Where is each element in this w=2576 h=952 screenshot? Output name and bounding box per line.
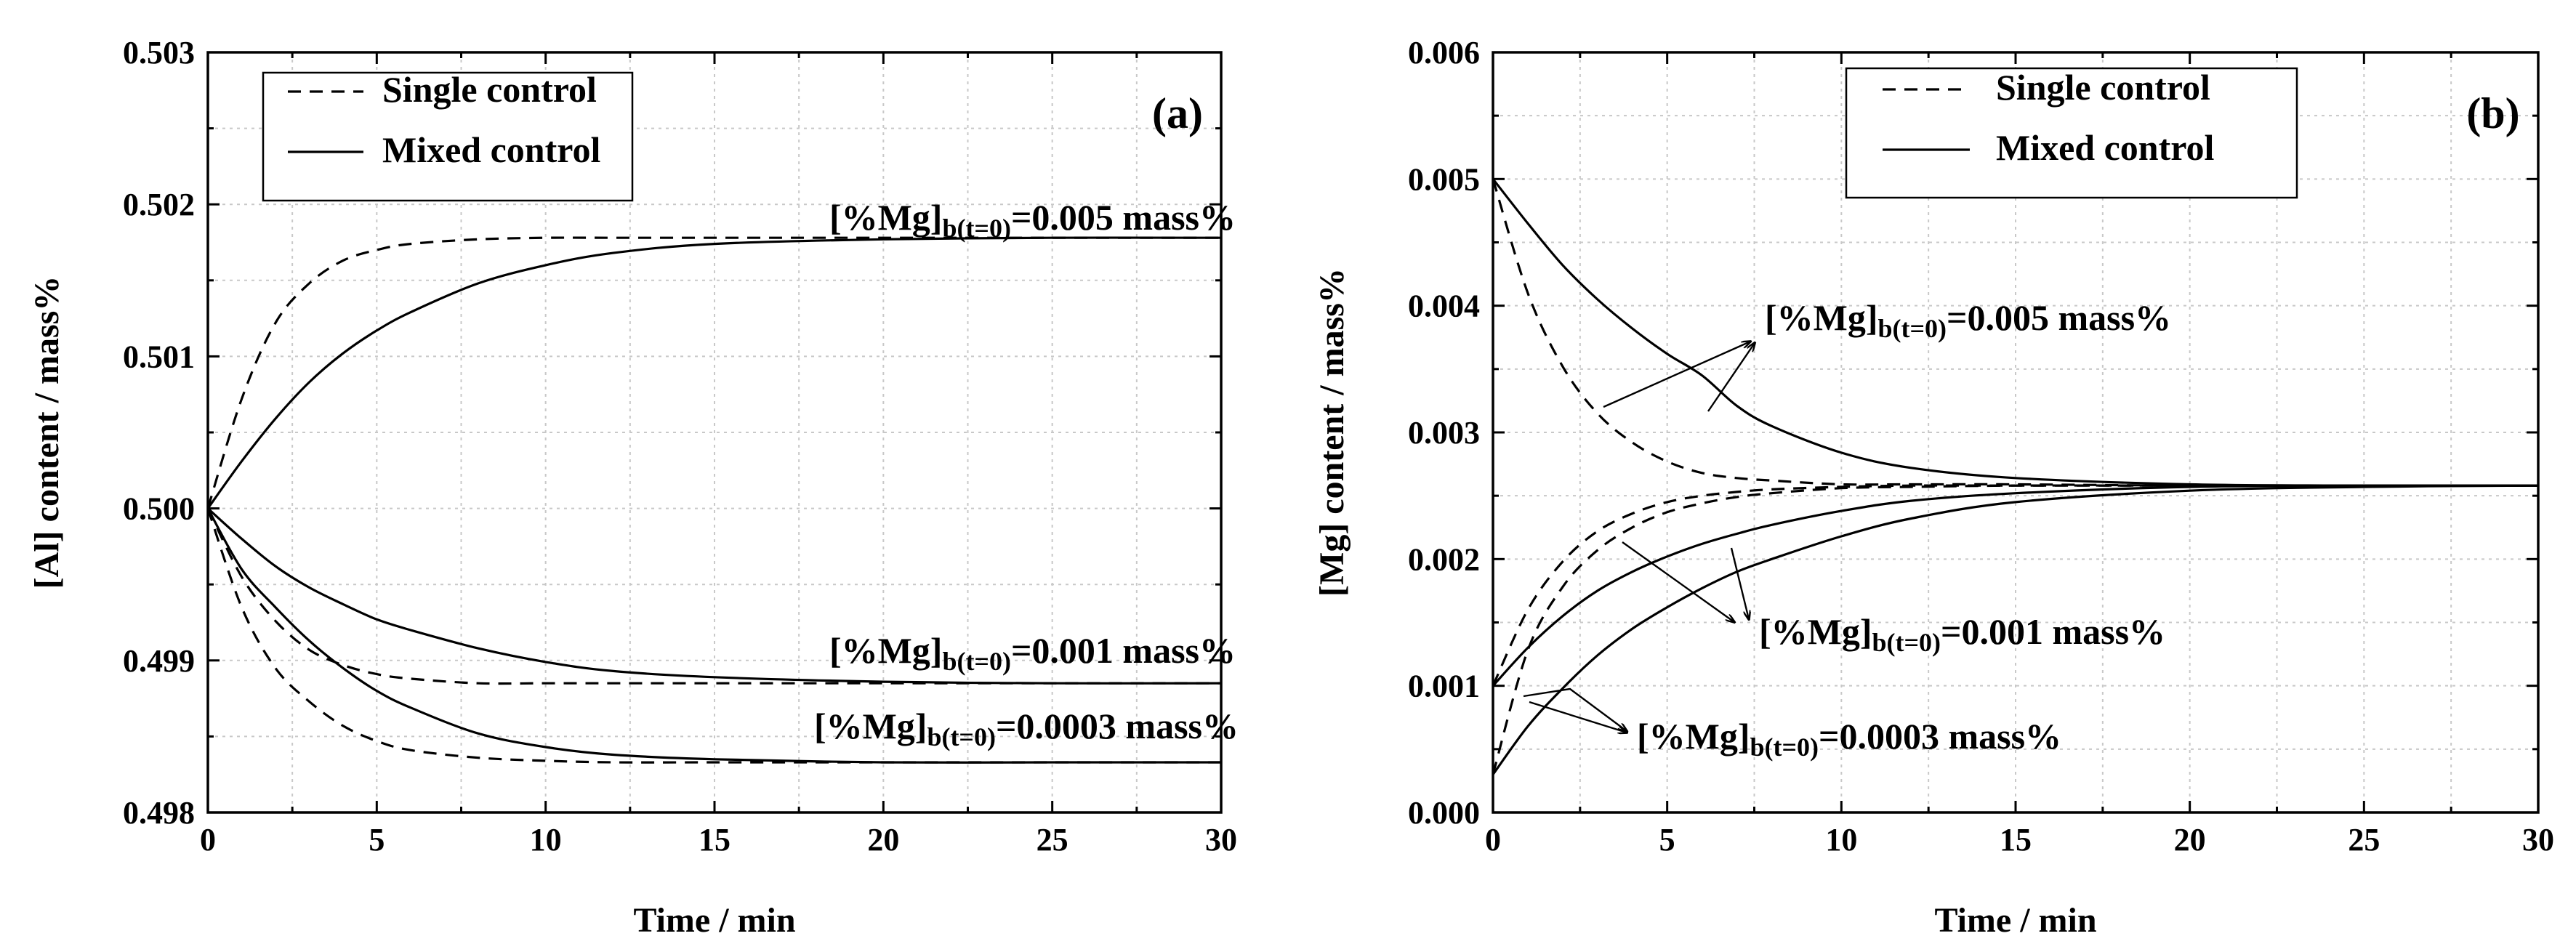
legend-label: Single control <box>382 69 597 110</box>
panel-label: (a) <box>1152 89 1203 137</box>
annotation-arrow <box>1622 541 1734 622</box>
legend-box <box>1845 67 2298 199</box>
y-tick-label: 0.004 <box>1408 289 1480 324</box>
y-tick-label: 0.502 <box>123 187 195 222</box>
annotation-suffix: =0.0003 mass% <box>996 706 1239 746</box>
y-axis-title: [Mg] content / mass% <box>1313 268 1351 597</box>
y-tick-label: 0.503 <box>123 35 195 70</box>
x-axis-title: Time / min <box>633 901 795 940</box>
y-tick-label: 0.501 <box>123 339 195 374</box>
annotation-suffix: =0.001 mass% <box>1941 611 2165 652</box>
y-tick-label: 0.001 <box>1408 669 1480 704</box>
annotation-subscript: b(t=0) <box>942 647 1011 676</box>
x-tick-label: 20 <box>867 822 899 858</box>
legend-label: Mixed control <box>382 129 601 170</box>
annotation-subscript: b(t=0) <box>927 722 996 751</box>
annotation-subscript: b(t=0) <box>1872 628 1941 657</box>
x-tick-label: 25 <box>2348 822 2380 858</box>
x-tick-label: 5 <box>1659 822 1675 858</box>
x-axis-title: Time / min <box>1934 901 2096 940</box>
series-line-4 <box>206 507 1222 685</box>
x-tick-label: 30 <box>1205 822 1237 858</box>
y-tick-label: 0.498 <box>123 795 195 831</box>
y-tick-label: 0.500 <box>123 491 195 527</box>
series-line-5 <box>1492 484 2538 775</box>
annotation-prefix: [%Mg] <box>814 706 927 746</box>
annotation-prefix: [%Mg] <box>1765 297 1878 338</box>
annotation-suffix: =0.005 mass% <box>1011 197 1236 238</box>
series-line-6 <box>206 507 1221 764</box>
annotation-label: [%Mg]b(t=0)=0.0003 mass% <box>814 706 1239 751</box>
legend-label: Single control <box>1996 67 2210 108</box>
x-tick-label: 20 <box>2174 822 2206 858</box>
annotation-arrow <box>1523 687 1627 731</box>
y-tick-label: 0.002 <box>1408 541 1480 577</box>
annotation-subscript: b(t=0) <box>1750 733 1819 762</box>
annotation-prefix: [%Mg] <box>829 630 943 671</box>
x-tick-label: 30 <box>2522 822 2554 858</box>
annotation-label: [%Mg]b(t=0)=0.001 mass% <box>829 630 1236 676</box>
series-line-6 <box>1492 484 2539 775</box>
annotation-prefix: [%Mg] <box>1759 611 1872 652</box>
annotation-subscript: b(t=0) <box>942 214 1011 243</box>
series-line-2 <box>206 236 1222 509</box>
y-tick-label: 0.006 <box>1408 35 1480 70</box>
annotation-prefix: [%Mg] <box>1637 716 1750 757</box>
x-tick-label: 0 <box>1485 822 1501 858</box>
annotation-subscript: b(t=0) <box>1878 314 1947 343</box>
panel-a-chart: 0 5 10 15 20 25 30 0.498 0.499 0.500 0.501 0.502 0.5… <box>28 35 1239 940</box>
x-tick-label: 0 <box>200 822 216 858</box>
x-tick-label: 25 <box>1037 822 1068 858</box>
x-tick-label: 5 <box>369 822 385 858</box>
y-tick-label: 0.000 <box>1408 795 1480 831</box>
series-line-3 <box>1492 484 2538 687</box>
y-tick-label: 0.003 <box>1408 415 1480 451</box>
annotation-label: [%Mg]b(t=0)=0.005 mass% <box>1765 297 2171 343</box>
x-tick-label: 15 <box>699 822 730 858</box>
y-axis-title: [Al] content / mass% <box>28 276 66 589</box>
annotation-arrow <box>1707 343 1755 412</box>
panel-b-chart: 0 5 10 15 20 25 30 0.000 0.001 0.002 0.003 0.004 0.0… <box>1313 35 2554 940</box>
panel-label: (b) <box>2466 89 2519 137</box>
legend-label: Mixed control <box>1996 127 2215 168</box>
x-tick-label: 10 <box>530 822 562 858</box>
annotation-label: [%Mg]b(t=0)=0.001 mass% <box>1759 611 2165 657</box>
y-tick-label: 0.499 <box>123 643 195 679</box>
annotation-suffix: =0.005 mass% <box>1947 297 2171 338</box>
y-tick-label: 0.005 <box>1408 161 1480 197</box>
annotation-suffix: =0.0003 mass% <box>1819 716 2061 757</box>
annotation-label: [%Mg]b(t=0)=0.005 mass% <box>829 197 1236 243</box>
x-tick-label: 15 <box>2000 822 2032 858</box>
x-tick-label: 10 <box>1825 822 1857 858</box>
annotation-label: [%Mg]b(t=0)=0.0003 mass% <box>1637 716 2061 762</box>
annotation-arrow <box>1529 701 1627 733</box>
annotation-prefix: [%Mg] <box>829 197 943 238</box>
annotation-suffix: =0.001 mass% <box>1011 630 1236 671</box>
annotation-arrow <box>1603 342 1750 408</box>
annotation-arrow <box>1730 547 1749 619</box>
legend-box <box>262 71 634 202</box>
